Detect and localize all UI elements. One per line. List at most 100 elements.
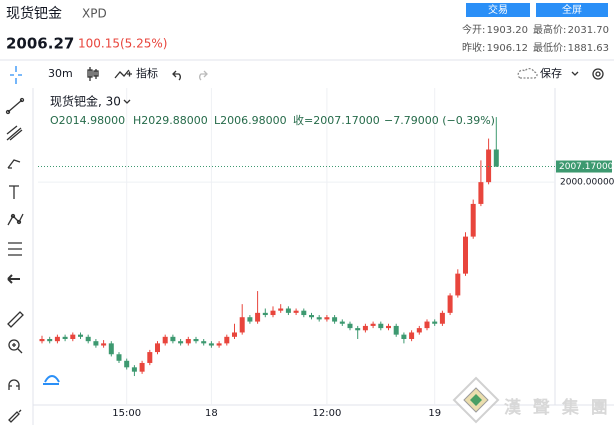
x-tick-label: 12:00 [312, 408, 341, 419]
save-menu-caret[interactable] [571, 71, 579, 76]
candle-body [370, 323, 376, 326]
candle-body [270, 310, 276, 316]
stat-value: 1903.20 [487, 25, 528, 36]
stat-value: 1906.12 [487, 43, 528, 54]
candle-body [101, 343, 107, 346]
legend-caret[interactable] [123, 99, 131, 104]
candle-body [401, 334, 407, 339]
candle-body [155, 343, 160, 353]
x-tick-label: 19 [428, 408, 441, 419]
candle-body [162, 336, 168, 344]
x-tick-label: 15:00 [112, 408, 141, 419]
candle-body [170, 336, 176, 342]
candle-body [124, 360, 130, 368]
watermark-text: 漢 聲 集 團 [504, 397, 611, 418]
candle-body [185, 339, 191, 344]
candle-body [386, 325, 391, 329]
candle-body [147, 352, 153, 363]
candle-body [470, 203, 476, 237]
candle-body [301, 310, 307, 316]
legend-low: L2006.98000 [214, 114, 287, 127]
candle-body [409, 332, 415, 339]
candle-body [278, 308, 284, 311]
candle-body [347, 323, 353, 329]
legend-close: 收=2007.17000 [293, 113, 380, 127]
candle-body [47, 339, 53, 342]
candle-body [70, 334, 76, 339]
candle-body [232, 332, 237, 337]
legend-high: H2029.88000 [133, 114, 208, 127]
candle-body [108, 343, 114, 355]
candle-body [439, 312, 445, 324]
instrument-symbol: XPD [82, 7, 107, 21]
candle-body [239, 317, 245, 333]
candle-body [355, 328, 361, 331]
legend-open: O2014.98000 [50, 114, 125, 127]
candle-body [262, 312, 268, 316]
candle-body [455, 273, 461, 296]
candle-body [39, 339, 45, 342]
candle-body [378, 323, 384, 329]
trade-button-label[interactable]: 交易 [488, 3, 508, 16]
candle-body [131, 367, 137, 372]
candle-body [463, 236, 468, 274]
plot-area: 2000.00000 15:00 18 12:00 19 2007.17000 [38, 88, 614, 419]
candle-body [324, 317, 330, 320]
interval-button[interactable]: 30m [48, 67, 73, 80]
candle-body [193, 339, 199, 342]
candle-body [116, 354, 122, 361]
y-tick-label: 2000.00000 [560, 178, 614, 188]
legend-change: −7.79000 (−0.39%) [384, 114, 495, 127]
candle-body [309, 315, 314, 318]
candle-body [424, 321, 430, 329]
candle-body [339, 321, 345, 324]
candle-body [432, 321, 438, 324]
candle-body [62, 336, 68, 339]
candle-body [362, 325, 368, 331]
fullscreen-button-label[interactable]: 全屏 [562, 3, 582, 16]
candle-body [247, 317, 253, 322]
candle-body [224, 336, 230, 344]
indicator-icon[interactable] [114, 69, 132, 79]
candle-body [285, 308, 291, 313]
watermark-logo [452, 376, 500, 424]
candle-body [54, 336, 60, 342]
cloud-icon[interactable] [517, 67, 538, 79]
redo-icon[interactable] [199, 70, 208, 81]
legend-title: 现货钯金, 30 [50, 94, 121, 109]
fullscreen-button[interactable] [536, 3, 608, 17]
candle-body [201, 341, 207, 344]
settings-icon[interactable] [592, 68, 604, 80]
stat-label: 最低价: [533, 41, 566, 54]
stat-label: 最高价: [533, 23, 566, 36]
candle-body [208, 343, 214, 346]
instrument-name: 现货钯金 [6, 5, 62, 22]
candle-body [493, 149, 499, 167]
last-price: 2006.27 [6, 35, 74, 53]
candle-body [178, 341, 184, 344]
candle-body [316, 317, 322, 320]
candle-body [393, 325, 399, 335]
candle-body [447, 295, 453, 313]
candle-body [416, 328, 422, 333]
trade-button[interactable] [466, 3, 530, 17]
candle-body [332, 317, 338, 322]
chart-type-icon[interactable] [87, 67, 99, 81]
stat-label: 今开: [462, 23, 485, 36]
last-price-badge [556, 160, 612, 173]
crosshair-icon[interactable] [10, 66, 22, 84]
price-change: 100.15(5.25%) [78, 37, 167, 51]
candle-body [78, 334, 83, 337]
stat-value: 2031.70 [568, 25, 609, 36]
candle-body [139, 362, 145, 372]
candle-body [486, 149, 492, 183]
drawing-tools[interactable] [5, 97, 25, 423]
undo-icon[interactable] [172, 70, 181, 81]
stat-label: 昨收: [462, 41, 485, 54]
last-price-label: 2007.17000 [559, 162, 614, 172]
candle-body [255, 312, 261, 322]
save-button[interactable]: 保存 [540, 66, 562, 80]
indicators-button[interactable]: 指标 [136, 66, 158, 80]
